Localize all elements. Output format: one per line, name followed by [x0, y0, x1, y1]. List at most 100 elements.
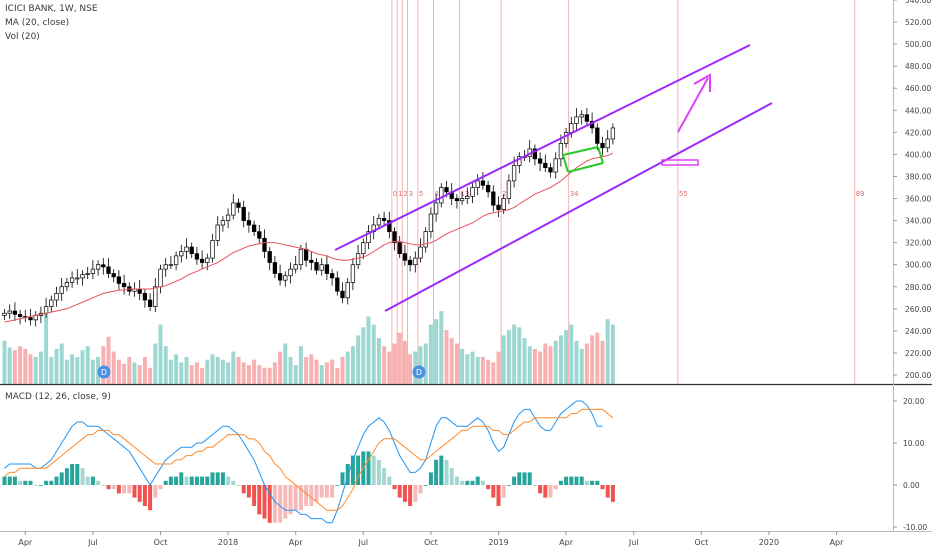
- candle-body: [168, 264, 174, 267]
- volume-bar: [324, 362, 329, 384]
- volume-bar: [600, 340, 605, 384]
- macd-histogram-bar: [382, 468, 387, 485]
- macd-histogram-bar: [85, 476, 90, 485]
- macd-legend: MACD (12, 26, close, 9): [5, 392, 111, 402]
- volume-bar: [496, 351, 501, 384]
- candle-body: [381, 218, 387, 221]
- price-tick-label: 440.00: [905, 106, 931, 115]
- price-tick-label: 280.00: [905, 283, 931, 292]
- candle-body: [574, 116, 579, 124]
- volume-bar: [298, 346, 303, 384]
- signal-line: [4, 408, 614, 511]
- macd-histogram-bar: [283, 485, 288, 519]
- flag-pattern: [562, 146, 604, 173]
- macd-histogram-bar: [137, 485, 142, 502]
- macd-histogram-bar: [418, 485, 423, 494]
- volume-bar: [418, 346, 423, 384]
- candle-body: [293, 264, 298, 270]
- volume-bar: [59, 343, 64, 384]
- volume-bar: [215, 357, 220, 384]
- macd-histogram-bar: [111, 485, 116, 490]
- volume-bar: [480, 357, 485, 384]
- candle-body: [158, 268, 163, 288]
- candle-body: [387, 220, 392, 232]
- candle-body: [199, 258, 205, 263]
- volume-bar: [314, 359, 319, 384]
- macd-histogram-bar: [75, 464, 80, 485]
- macd-histogram-bar: [465, 480, 470, 485]
- macd-histogram-bar: [324, 485, 329, 498]
- volume-bar: [75, 357, 80, 384]
- candle-body: [231, 202, 236, 216]
- candle-body: [2, 312, 7, 316]
- volume-bar: [64, 359, 69, 384]
- macd-histogram-bar: [569, 476, 574, 485]
- volume-bar: [590, 335, 595, 384]
- macd-histogram-bar: [293, 485, 298, 511]
- volume-bar: [449, 338, 454, 384]
- volume-bar: [595, 332, 600, 384]
- macd-histogram-bar: [517, 472, 522, 485]
- candle-body: [579, 114, 584, 118]
- volume-bar: [226, 362, 231, 384]
- volume-bar: [387, 351, 392, 384]
- macd-histogram-bar: [298, 485, 303, 511]
- volume-bar: [231, 351, 236, 384]
- candle-body: [392, 231, 397, 243]
- candle-body: [220, 220, 226, 226]
- price-tick-label: 380.00: [905, 172, 931, 181]
- price-tick-label: 360.00: [905, 195, 931, 204]
- macd-histogram-bar: [397, 485, 402, 498]
- macd-tick-label: 10.00: [903, 439, 925, 448]
- candle-body: [397, 242, 402, 255]
- price-tick-label: 220.00: [905, 349, 931, 358]
- candle-body: [54, 293, 59, 301]
- date-marker-label: D: [416, 368, 422, 377]
- volume-bar: [23, 348, 28, 384]
- price-tick-label: 420.00: [905, 128, 931, 137]
- macd-histogram-bar: [486, 485, 491, 490]
- volume-bar: [184, 357, 189, 384]
- volume-bar: [330, 359, 335, 384]
- macd-histogram-bar: [90, 476, 95, 485]
- date-marker-label: D: [101, 368, 107, 377]
- macd-histogram-bar: [350, 455, 355, 485]
- candle-body: [12, 310, 18, 315]
- cycle-label: 0: [393, 190, 397, 198]
- volume-bar: [501, 335, 506, 384]
- macd-histogram-bar: [366, 451, 371, 485]
- volume-bar: [163, 346, 168, 384]
- candle-body: [153, 286, 158, 307]
- ascending-channel: [334, 44, 773, 312]
- macd-histogram-bar: [584, 480, 589, 485]
- candle-body: [75, 277, 80, 280]
- macd-histogram-bar: [423, 485, 428, 486]
- macd-histogram-bar: [491, 485, 496, 498]
- macd-histogram-bar: [96, 480, 101, 485]
- price-tick-label: 340.00: [905, 217, 931, 226]
- volume-bar: [309, 354, 314, 384]
- macd-histogram-bar: [553, 485, 558, 490]
- candle-body: [283, 275, 288, 281]
- macd-histogram-bar: [460, 480, 465, 485]
- time-tick-label: Oct: [154, 538, 168, 547]
- price-axis: 540.00 520.00 500.00 480.00 460.00 440.00 420.…: [893, 0, 931, 380]
- macd-line: [4, 400, 603, 524]
- time-tick-label: 2020: [759, 538, 779, 547]
- price-tick-label: 400.00: [905, 150, 931, 159]
- macd-histogram-bar: [605, 485, 610, 498]
- macd-histogram-bar: [116, 485, 121, 494]
- channel-upper-line: [334, 44, 751, 251]
- time-tick-label: Jul: [87, 538, 98, 547]
- volume-bar: [376, 338, 381, 384]
- macd-histogram-bar: [392, 485, 397, 490]
- projection-arrow: [677, 73, 711, 133]
- candle-body: [288, 268, 293, 277]
- candle-body: [251, 224, 257, 232]
- volume-bar: [605, 319, 610, 384]
- macd-histogram-bar: [252, 485, 257, 506]
- ma-line: [4, 152, 614, 323]
- price-tick-label: 260.00: [905, 305, 931, 314]
- time-tick-label: Oct: [694, 538, 708, 547]
